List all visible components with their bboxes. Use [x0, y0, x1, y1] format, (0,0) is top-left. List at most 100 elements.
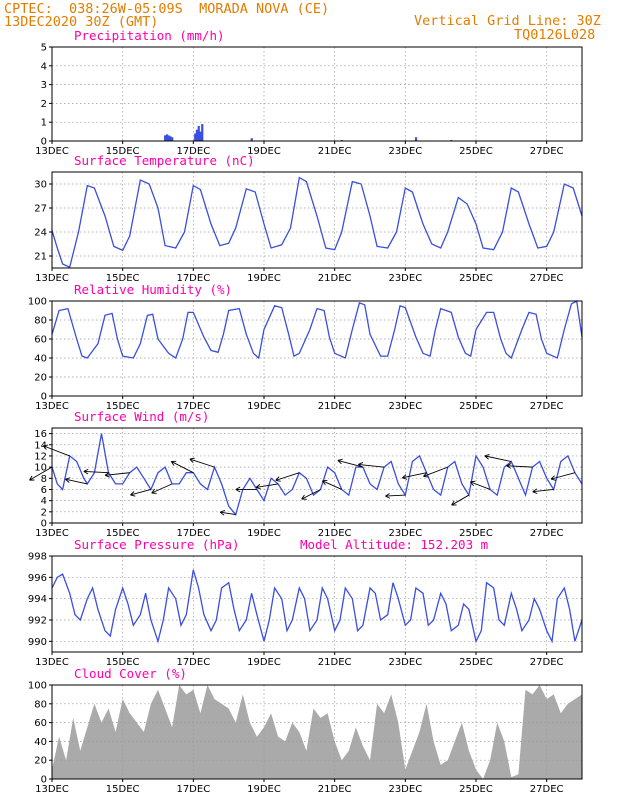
- x-tick-label: 17DEC: [176, 528, 210, 539]
- wind-vector-arrow: [170, 460, 194, 474]
- x-tick-label: 13DEC: [35, 528, 69, 539]
- humidity-panel: 0 20 40 60 80 100 13DEC 15DEC 17DEC 19DEC 21DEC 23D…: [28, 282, 583, 412]
- x-tick-label: 17DEC: [176, 657, 210, 668]
- x-tick-label: 27DEC: [530, 401, 564, 412]
- x-tick-label: 19DEC: [247, 784, 281, 795]
- x-tick-label: 17DEC: [176, 146, 210, 157]
- y-tick-label: 100: [28, 297, 47, 308]
- x-tick-label: 21DEC: [318, 273, 352, 284]
- wind-vector-arrow: [301, 489, 321, 500]
- precipitation-bar: [164, 135, 167, 141]
- header-left-line1: CPTEC: 038:26W-05:09S MORADA NOVA (CE): [4, 1, 330, 17]
- wind-vector-arrow: [151, 483, 173, 494]
- x-tick-label: 19DEC: [247, 657, 281, 668]
- wind-vector-arrow: [83, 468, 109, 475]
- header-right-line2: TQ0126L028: [514, 27, 596, 43]
- x-tick-label: 13DEC: [35, 146, 69, 157]
- pressure-title: Surface Pressure (hPa): [74, 537, 240, 552]
- wind-vector-arrow: [29, 466, 53, 481]
- y-tick-label: 80: [34, 699, 47, 710]
- precipitation-bar: [201, 124, 204, 141]
- wind-vector-arrow: [401, 472, 427, 480]
- wind-vector-arrow: [550, 472, 576, 481]
- precipitation-bar: [169, 136, 172, 141]
- y-tick-label: 12: [34, 451, 47, 462]
- wind-vector-arrow: [506, 463, 533, 469]
- x-tick-label: 25DEC: [459, 401, 493, 412]
- x-tick-label: 23DEC: [388, 146, 422, 157]
- y-tick-label: 4: [41, 496, 47, 507]
- x-tick-label: 15DEC: [106, 146, 140, 157]
- x-tick-label: 23DEC: [388, 784, 422, 795]
- x-tick-label: 15DEC: [106, 784, 140, 795]
- wind-vector-arrow: [469, 480, 491, 490]
- wind-vector-arrow: [532, 488, 554, 495]
- precipitation-title: Precipitation (mm/h): [74, 28, 225, 43]
- temperature-title: Surface Temperature (nC): [74, 153, 255, 168]
- x-tick-label: 25DEC: [459, 273, 493, 284]
- x-tick-label: 25DEC: [459, 657, 493, 668]
- y-tick-label: 30: [34, 180, 47, 191]
- wind-series-line: [51, 433, 583, 516]
- y-tick-label: 0: [41, 392, 47, 403]
- y-tick-label: 80: [34, 316, 47, 327]
- y-tick-label: 5: [41, 43, 47, 54]
- x-tick-label: 13DEC: [35, 784, 69, 795]
- wind-vector-arrow: [484, 454, 512, 462]
- x-tick-label: 27DEC: [530, 657, 564, 668]
- humidity-title: Relative Humidity (%): [74, 282, 232, 297]
- header-right-line1: Vertical Grid Line: 30Z: [414, 13, 601, 29]
- wind-vector-arrow: [255, 483, 279, 490]
- y-tick-label: 16: [34, 429, 47, 440]
- temperature-series-line: [51, 176, 583, 269]
- y-tick-label: 6: [41, 485, 47, 496]
- x-tick-label: 21DEC: [318, 401, 352, 412]
- cloud-panel: 0 20 40 60 80 100 13DEC 15DEC 17DEC 19DEC 21DEC 23D…: [28, 666, 583, 795]
- x-tick-label: 23DEC: [388, 401, 422, 412]
- x-tick-label: 15DEC: [106, 528, 140, 539]
- wind-vector-arrow: [65, 477, 88, 485]
- pressure-series-line: [51, 569, 583, 644]
- y-tick-label: 996: [28, 573, 47, 584]
- y-tick-label: 40: [34, 354, 47, 365]
- x-tick-label: 19DEC: [247, 528, 281, 539]
- y-tick-label: 20: [34, 373, 47, 384]
- x-tick-label: 21DEC: [318, 657, 352, 668]
- wind-vector-arrow: [189, 457, 215, 468]
- precipitation-bar: [167, 135, 170, 141]
- temperature-frame: [51, 171, 583, 269]
- cloud-frame: [51, 684, 583, 780]
- wind-vector-arrow: [385, 493, 406, 499]
- wind-vector-arrow: [219, 510, 236, 516]
- wind-frame: [51, 427, 583, 524]
- pressure-frame: [51, 555, 583, 653]
- precipitation-bar: [195, 129, 199, 141]
- y-tick-label: 994: [28, 594, 47, 605]
- precipitation-panel: 0 1 2 3 4 5 13DEC 15DEC 17DEC 19DEC 21DEC 23DEC 25DE…: [35, 28, 583, 157]
- y-tick-label: 60: [34, 718, 47, 729]
- wind-vector-arrow: [130, 489, 152, 497]
- wind-vector-arrow: [322, 479, 342, 490]
- x-tick-label: 13DEC: [35, 657, 69, 668]
- x-tick-label: 13DEC: [35, 401, 69, 412]
- y-tick-label: 8: [41, 474, 47, 485]
- precipitation-bar: [197, 125, 200, 141]
- y-tick-label: 992: [28, 616, 47, 627]
- precipitation-bar: [250, 138, 253, 141]
- pressure-panel: 990 992 994 996 998 13DEC 15DEC 17DEC 19DEC 21DEC…: [28, 537, 583, 668]
- x-tick-label: 21DEC: [318, 146, 352, 157]
- x-tick-label: 15DEC: [106, 657, 140, 668]
- precipitation-bar: [194, 133, 197, 141]
- y-tick-label: 4: [41, 61, 47, 72]
- wind-vector-arrow: [42, 444, 70, 457]
- x-tick-label: 13DEC: [35, 273, 69, 284]
- y-tick-label: 0: [41, 137, 47, 148]
- wind-vector-arrow: [337, 458, 364, 468]
- y-tick-label: 27: [34, 204, 47, 215]
- x-tick-label: 19DEC: [247, 273, 281, 284]
- y-tick-label: 60: [34, 335, 47, 346]
- y-tick-label: 100: [28, 681, 47, 692]
- precipitation-bar: [165, 134, 169, 141]
- x-tick-label: 17DEC: [176, 784, 210, 795]
